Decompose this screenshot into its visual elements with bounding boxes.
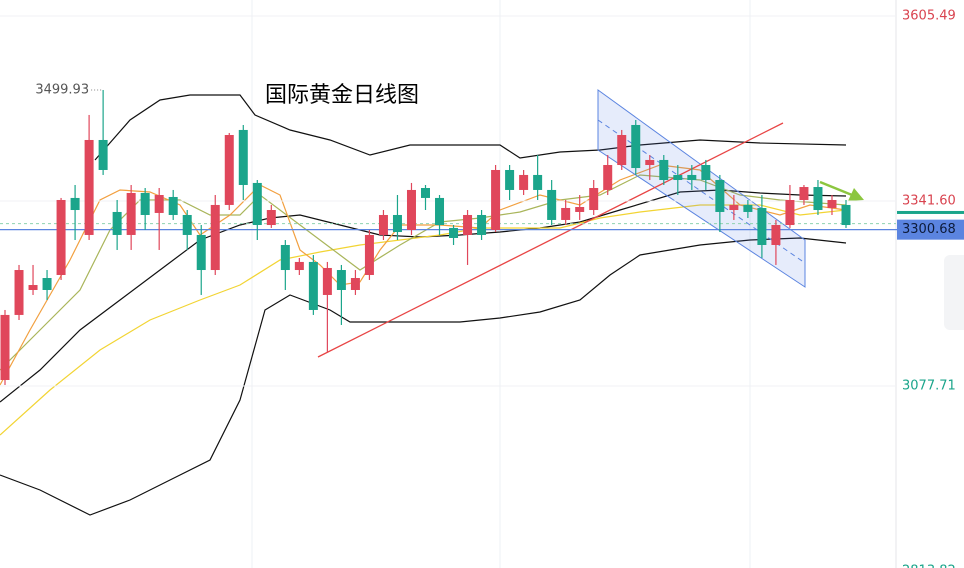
candle-body [603,165,613,190]
candle-body [112,211,122,235]
y-tick-label: 3605.49 [902,8,956,23]
candle-body [140,192,150,215]
candle-body [617,135,627,166]
candle-body [42,278,52,290]
candle-body [841,204,851,226]
candle-body [224,135,234,205]
candle-body [799,187,809,200]
candle-body [659,159,669,181]
candle-body [154,195,164,213]
candle-body [421,188,430,198]
side-panel-tab[interactable] [944,255,964,330]
candle-body [364,234,374,275]
candle-body [757,207,767,245]
channel [597,89,806,288]
candle-body [575,206,585,212]
candle-body [14,270,24,315]
candle-body [491,169,501,230]
candle-body [0,314,10,380]
high-label: 3499.93 [35,82,89,97]
candle-body [266,210,276,226]
price-tag [897,219,964,240]
candle-body [435,197,445,226]
candle-body [196,234,206,271]
candle-body [687,174,697,181]
price-tag-label: 3300.68 [902,222,956,237]
candle-body [477,214,487,235]
candle-body [56,199,66,275]
candle-body [813,187,823,211]
candle-body [336,270,346,290]
candle-body [406,189,416,230]
candle-body [771,225,781,245]
candle-body [168,196,178,215]
level-bar [897,210,964,214]
candle-body [631,124,641,169]
candle-body [252,182,262,226]
indicators [0,94,847,516]
chart-title: 国际黄金日线图 [265,83,419,108]
candle-body [84,139,94,235]
candle-body [589,188,599,211]
candle-body [350,278,360,290]
candle-body [673,174,683,181]
candle-body [98,139,108,170]
candle-body [294,261,304,271]
candle-body [505,169,515,190]
candle-body [70,197,80,211]
candle-body [729,204,739,211]
channel-mid [597,119,806,264]
candle-body [126,192,136,235]
candle-body [308,261,318,310]
candle-body [463,214,473,235]
candle-body [182,214,192,235]
candle-body [547,189,557,220]
candle-body [743,204,753,212]
grid-vertical [251,0,751,568]
candle-body [280,244,290,271]
candle-body [210,204,220,271]
arrow [819,180,864,201]
candle-body [701,165,711,181]
y-tick-label: 3341.60 [902,193,956,208]
candle-body [28,285,38,290]
y-tick-label: 2813.82 [902,563,956,568]
candle-body [519,174,529,190]
candle-body [561,207,571,220]
candle-body [392,214,402,233]
candle-body [785,199,795,226]
candle-body [645,159,655,166]
candle-body [449,227,459,238]
candle-body [715,180,725,212]
y-tick-label: 3077.71 [902,378,956,393]
candle-body [827,199,837,208]
candle-body [378,214,388,235]
candle-body [533,174,543,190]
candle-body [322,267,332,295]
candle-body [238,129,248,185]
